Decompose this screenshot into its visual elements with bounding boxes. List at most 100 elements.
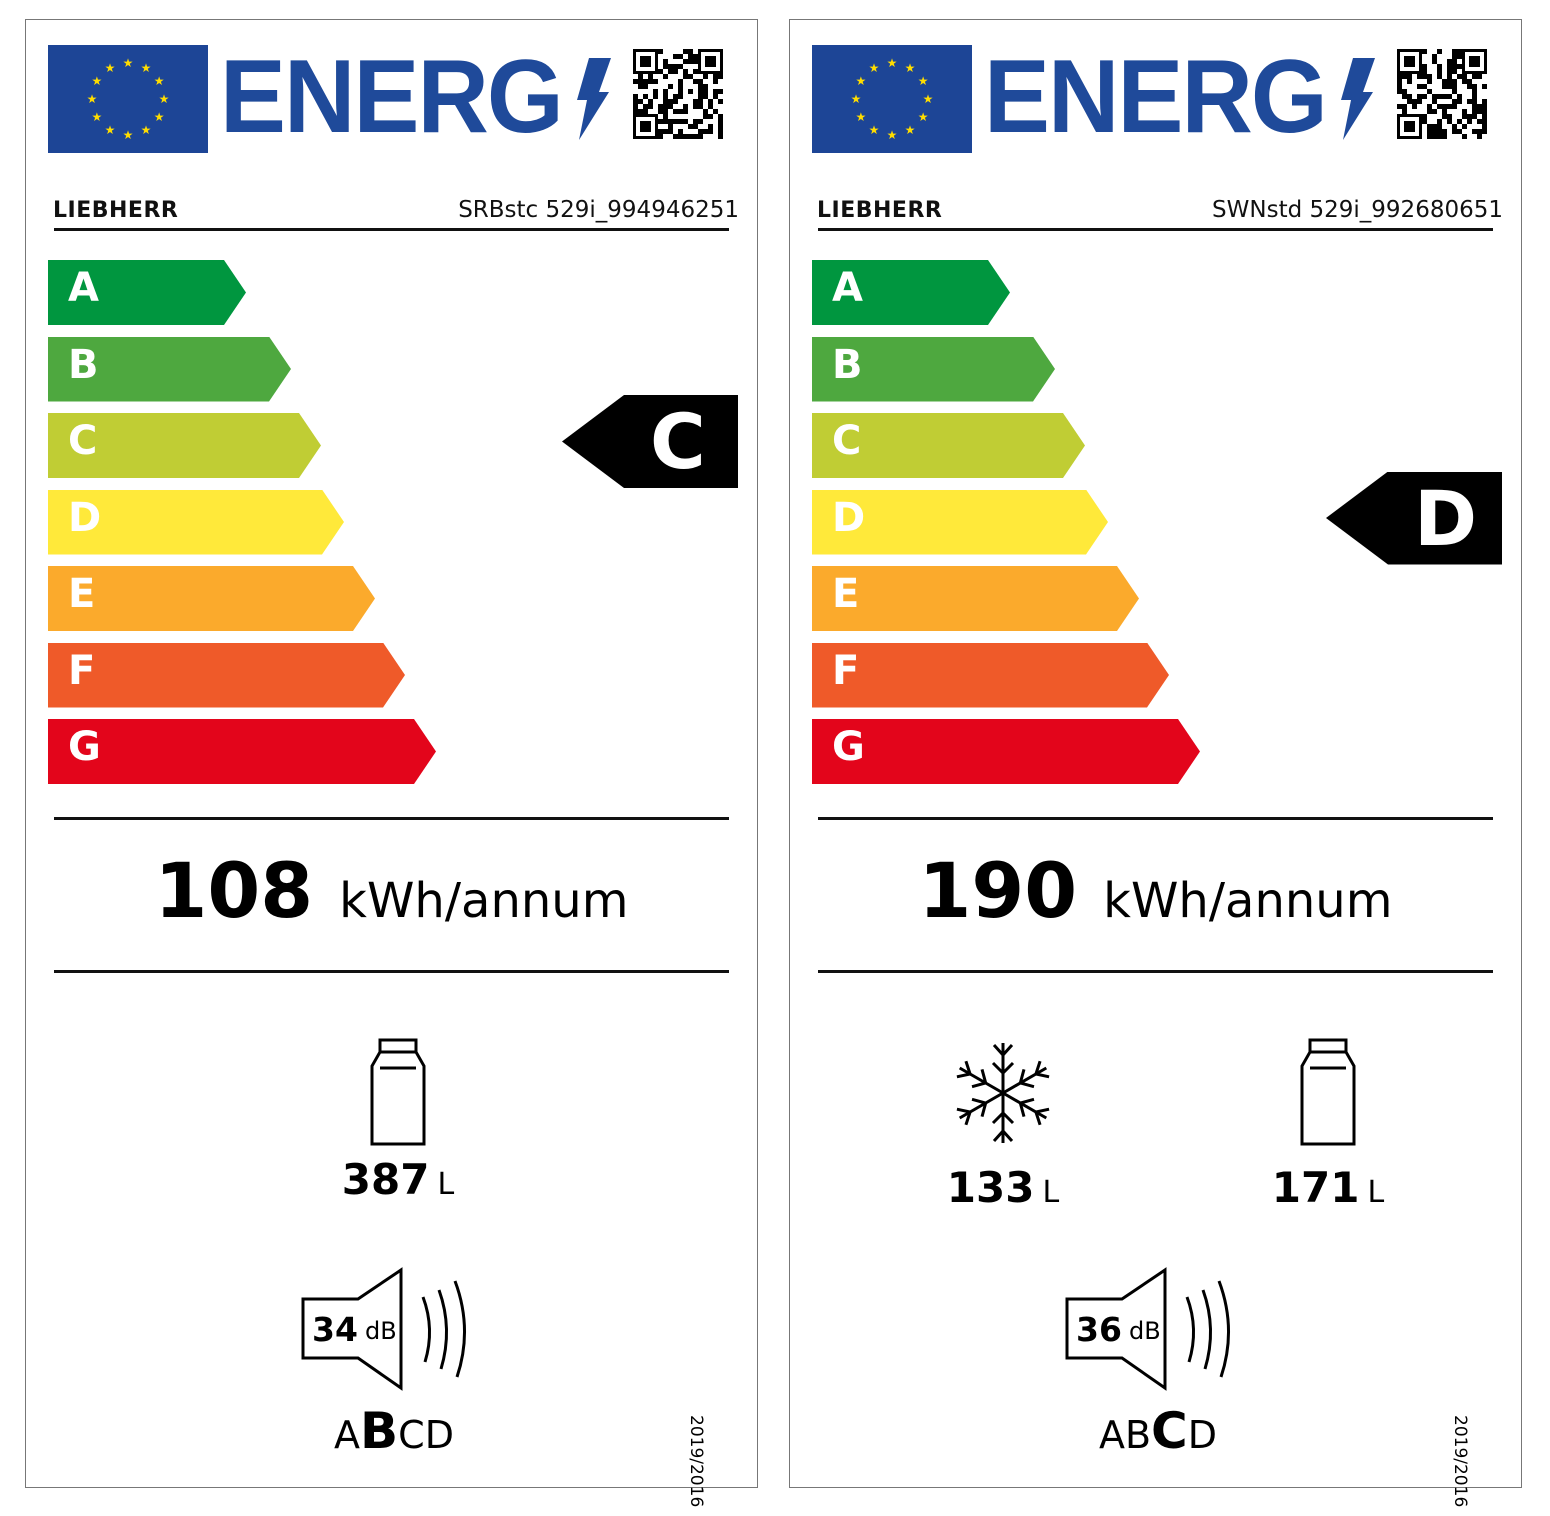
svg-text:★: ★ — [91, 110, 102, 124]
energy-class-bar-D: D — [812, 490, 1108, 555]
regulation-number: 2019/2016 — [1450, 1415, 1470, 1508]
svg-text:★: ★ — [141, 123, 152, 137]
divider — [54, 228, 729, 231]
svg-text:★: ★ — [123, 56, 134, 70]
energy-class-letter: B — [832, 341, 863, 388]
energy-class-letter: D — [68, 494, 102, 541]
energy-class-letter: G — [832, 724, 865, 770]
divider — [818, 228, 1493, 231]
regulation-number: 2019/2016 — [686, 1415, 706, 1508]
divider — [818, 817, 1493, 820]
energy-label: ★ ★ ★ ★ ★ ★ ★ ★ ★ ★ ★ ★ ENERG LIEBHERR SWNstd 529i_… — [789, 19, 1522, 1507]
noise-unit: dB — [365, 1317, 397, 1345]
brand-name: LIEBHERR — [53, 198, 179, 223]
energy-title: ENERG — [984, 39, 1328, 155]
energy-class-bar-B: B — [48, 337, 291, 402]
noise-class-A: A — [1098, 1413, 1125, 1457]
energy-class-bar-A: A — [48, 260, 246, 325]
energy-rating-letter: D — [1414, 473, 1478, 563]
svg-text:★: ★ — [154, 110, 165, 124]
fridge-icon — [1298, 1038, 1358, 1152]
volume-value: 171 — [1271, 1163, 1360, 1212]
volume-value: 387 — [341, 1155, 430, 1204]
energy-class-letter: C — [68, 418, 98, 464]
energy-class-letter: D — [832, 494, 866, 541]
svg-text:★: ★ — [918, 74, 929, 88]
volume-unit: L — [1042, 1175, 1060, 1210]
volume-value: 133 — [946, 1163, 1035, 1212]
noise-class-D: D — [1187, 1413, 1218, 1457]
volume-unit: L — [437, 1167, 455, 1202]
noise-value: 34 — [312, 1310, 358, 1349]
noise-class-A: A — [334, 1413, 361, 1457]
eu-flag-icon: ★★★★★★★★★ ★ ★★ — [812, 45, 972, 153]
energy-class-bar-C: C — [48, 413, 321, 478]
svg-text:★: ★ — [123, 128, 134, 142]
svg-text:★: ★ — [923, 92, 934, 106]
speaker-icon — [301, 1267, 466, 1391]
svg-text:★: ★ — [855, 74, 866, 88]
noise-class-scale: ABCD — [1058, 1402, 1258, 1460]
energy-class-bar-F: F — [812, 643, 1169, 708]
model-identifier: SRBstc 529i_994946251 — [458, 197, 739, 223]
energy-class-bar-E: E — [48, 566, 375, 631]
svg-text:★: ★ — [905, 61, 916, 75]
divider — [54, 817, 729, 820]
svg-text:★: ★ — [159, 92, 170, 106]
noise-class-B: B — [1124, 1413, 1152, 1457]
lightning-icon — [1341, 58, 1375, 140]
energy-class-letter: F — [68, 647, 96, 694]
compartment-volume: 171 L — [1228, 1163, 1428, 1212]
svg-text:★: ★ — [105, 123, 116, 137]
noise-class-C: C — [398, 1413, 425, 1457]
model-identifier: SWNstd 529i_992680651 — [1212, 197, 1503, 223]
energy-value: 190 — [918, 846, 1078, 935]
energy-consumption: 190 kWh/annum — [790, 846, 1521, 935]
energy-value: 108 — [154, 846, 314, 935]
energy-class-bar-E: E — [812, 566, 1139, 631]
svg-text:★: ★ — [141, 61, 152, 75]
noise-class-B: B — [360, 1402, 399, 1460]
energy-title: ENERG — [220, 39, 564, 155]
fridge-icon — [368, 1038, 428, 1152]
energy-class-letter: A — [68, 265, 99, 311]
svg-text:★: ★ — [91, 74, 102, 88]
energy-rating-arrow: D — [1326, 471, 1502, 565]
energy-class-bar-G: G — [812, 719, 1200, 784]
svg-text:★: ★ — [869, 123, 880, 137]
energy-class-bar-D: D — [48, 490, 344, 555]
compartment-volume: 387 L — [298, 1155, 498, 1204]
energy-class-letter: E — [832, 571, 860, 617]
noise-class-C: C — [1151, 1402, 1188, 1460]
energy-class-letter: B — [68, 341, 99, 388]
snowflake-icon — [955, 1038, 1051, 1152]
noise-class-D: D — [424, 1413, 454, 1457]
energy-class-bar-G: G — [48, 719, 436, 784]
divider — [54, 970, 729, 973]
energy-unit: kWh/annum — [339, 873, 629, 929]
eu-flag-icon: ★★★★★★★★★ ★ ★★ — [48, 45, 208, 153]
svg-text:★: ★ — [869, 61, 880, 75]
brand-name: LIEBHERR — [817, 198, 943, 223]
svg-text:★: ★ — [918, 110, 929, 124]
svg-text:★: ★ — [105, 61, 116, 75]
svg-text:★: ★ — [887, 56, 898, 70]
noise-class-scale: ABCD — [294, 1402, 494, 1460]
lightning-icon — [577, 58, 611, 140]
energy-label: ★ ★ ★ ★ ★ ★ ★ ★ ★ ★ ★ ★ ENERG LIEBHERR SRBstc 529i_… — [25, 19, 758, 1507]
speaker-icon — [1065, 1267, 1230, 1391]
energy-rating-arrow: C — [562, 395, 738, 488]
qr-code-icon[interactable] — [633, 49, 723, 139]
energy-rating-letter: C — [650, 397, 706, 486]
energy-class-letter: A — [832, 265, 863, 311]
svg-text:★: ★ — [851, 92, 862, 106]
energy-class-letter: G — [68, 724, 101, 770]
noise-unit: dB — [1129, 1317, 1161, 1345]
divider — [818, 970, 1493, 973]
energy-unit: kWh/annum — [1103, 873, 1393, 929]
energy-consumption: 108 kWh/annum — [26, 846, 757, 935]
energy-class-letter: F — [832, 647, 860, 694]
qr-code-icon[interactable] — [1397, 49, 1487, 139]
svg-text:★: ★ — [87, 92, 98, 106]
energy-class-letter: E — [68, 571, 96, 617]
